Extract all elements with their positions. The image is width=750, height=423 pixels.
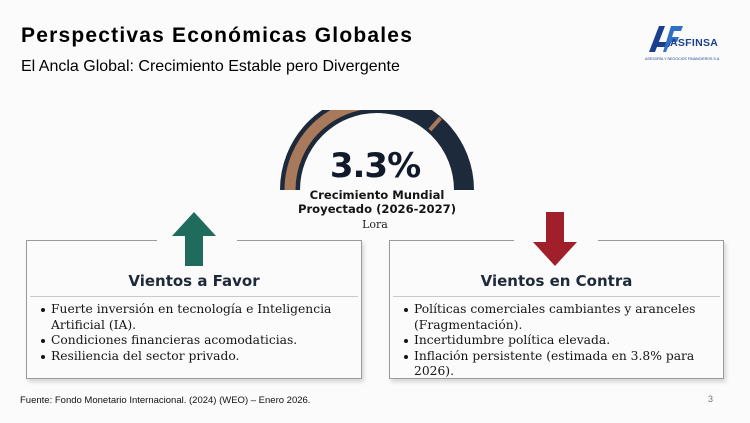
gauge-label: Crecimiento Mundial Proyectado (2026-202… <box>268 188 486 216</box>
gauge-label-line1: Crecimiento Mundial <box>309 188 445 202</box>
tailwinds-title: Vientos a Favor <box>128 272 260 290</box>
slide-subtitle: El Ancla Global: Crecimiento Estable per… <box>21 58 400 75</box>
slide-title: Perspectivas Económicas Globales <box>21 24 414 47</box>
logo-name: ASFINSA <box>670 37 719 49</box>
gauge-needle <box>428 116 442 132</box>
panel-divider <box>30 296 358 297</box>
tailwinds-list: Fuerte inversión en tecnología e Intelig… <box>41 302 353 364</box>
source-footnote: Fuente: Fondo Monetario Internacional. (… <box>20 395 311 406</box>
arrow-down-icon <box>533 212 577 266</box>
list-item: Políticas comerciales cambiantes y aranc… <box>404 302 715 333</box>
list-item: Condiciones financieras acomodaticias. <box>41 333 353 349</box>
headwinds-title: Vientos en Contra <box>480 272 633 290</box>
page-number: 3 <box>708 394 714 404</box>
headwinds-list: Políticas comerciales cambiantes y aranc… <box>404 302 715 380</box>
gauge-label-line2: Proyectado (2026-2027) <box>297 202 457 216</box>
gauge-note: Lora <box>362 218 388 231</box>
asfinsa-logo <box>649 26 683 52</box>
logo-tagline: ASESORÍA Y NEGOCIOS FINANCIEROS S.A. <box>645 57 721 61</box>
list-item: Inflación persistente (estimada en 3.8% … <box>404 349 715 380</box>
list-item: Resiliencia del sector privado. <box>41 349 353 365</box>
list-item: Fuerte inversión en tecnología e Intelig… <box>41 302 353 333</box>
panel-divider <box>393 296 720 297</box>
growth-gauge <box>280 110 474 191</box>
tailwinds-panel: Vientos a Favor Fuerte inversión en tecn… <box>26 239 362 379</box>
list-item: Incertidumbre política elevada. <box>404 333 715 349</box>
arrow-up-icon <box>172 212 216 266</box>
growth-value: 3.3% <box>329 146 421 186</box>
gauge-fill <box>284 110 362 191</box>
